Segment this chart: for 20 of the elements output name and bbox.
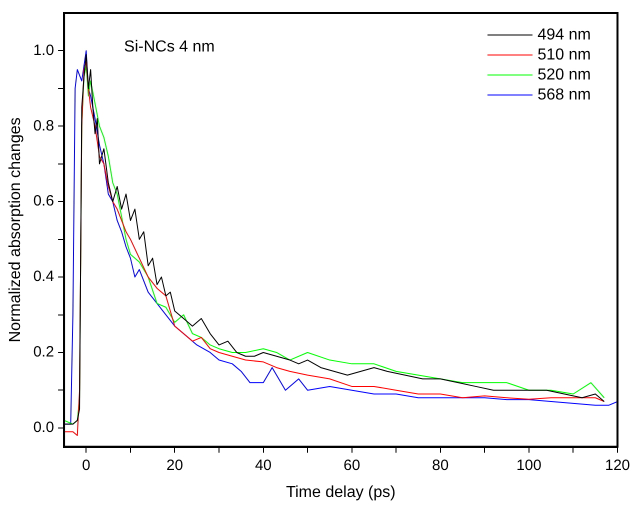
legend-label: 520 nm — [537, 66, 591, 84]
y-tick-label: 0.0 — [33, 419, 54, 436]
legend-label: 494 nm — [537, 26, 591, 44]
x-tick-label: 80 — [432, 456, 449, 474]
y-tick-label: 1.0 — [33, 42, 54, 59]
x-tick-label: 100 — [516, 456, 542, 474]
x-tick-label: 120 — [604, 456, 630, 474]
y-tick-label: 0.2 — [33, 344, 54, 361]
legend-label: 510 nm — [537, 46, 591, 64]
annotation: Si-NCs 4 nm — [124, 38, 215, 56]
x-tick-label: 60 — [343, 456, 360, 474]
legend-label: 568 nm — [537, 86, 591, 104]
x-axis-title: Time delay (ps) — [286, 484, 396, 501]
x-tick-label: 0 — [82, 456, 90, 474]
x-tick-label: 40 — [254, 456, 272, 474]
y-tick-label: 0.6 — [33, 192, 54, 210]
y-tick-label: 0.8 — [33, 117, 54, 134]
y-tick-label: 0.4 — [33, 268, 54, 286]
y-axis-title: Normalized absorption changes — [7, 117, 24, 342]
x-tick-label: 20 — [166, 456, 184, 474]
